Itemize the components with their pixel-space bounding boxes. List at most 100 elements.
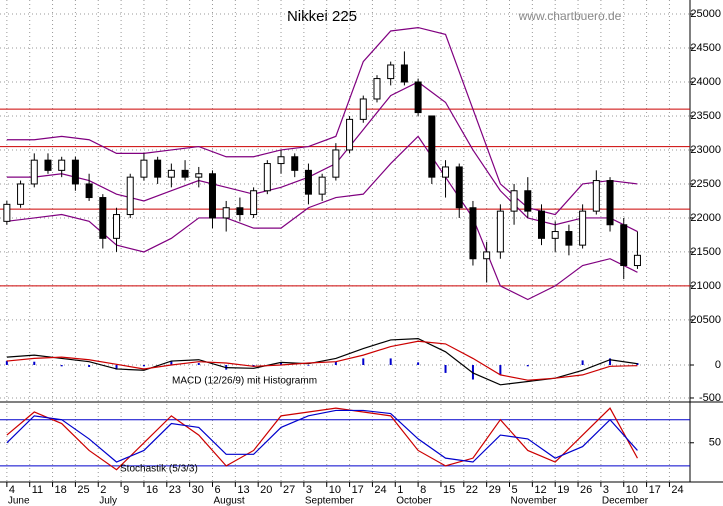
- candle-body: [195, 173, 203, 178]
- macd-histogram-bar: [5, 361, 8, 366]
- macd-histogram-bar: [389, 358, 392, 366]
- month-label: July: [99, 496, 117, 506]
- candle-body: [387, 64, 395, 80]
- month-label: September: [305, 496, 355, 506]
- x-tick-label: 22: [466, 484, 478, 496]
- macd-histogram-bar: [142, 365, 145, 367]
- chart-title: Nikkei 225: [287, 8, 357, 25]
- candle-body: [263, 163, 271, 192]
- candle-body: [579, 210, 587, 246]
- candle-body: [428, 115, 436, 178]
- macd-histogram-bar: [444, 365, 447, 373]
- candle-body: [537, 210, 545, 239]
- candle-body: [400, 64, 408, 83]
- candle-body: [85, 183, 93, 199]
- x-tick-label: 25: [77, 484, 89, 496]
- y-tick-label: 20500: [690, 314, 721, 326]
- macd-histogram-bar: [499, 365, 502, 375]
- candle-body: [455, 166, 463, 209]
- x-tick-label: 5: [512, 484, 518, 496]
- x-tick-label: 23: [169, 484, 181, 496]
- x-tick-label: 29: [489, 484, 501, 496]
- y-tick-label: 25000: [690, 8, 721, 20]
- x-tick-label: 17: [352, 484, 364, 496]
- macd-histogram-bar: [170, 361, 173, 366]
- candle-body: [167, 169, 175, 178]
- x-tick-label: 16: [146, 484, 158, 496]
- month-label: October: [396, 496, 432, 506]
- candle-body: [442, 166, 450, 178]
- x-tick-label: 3: [603, 484, 609, 496]
- candle-body: [126, 176, 134, 216]
- macd-histogram-bar: [609, 358, 612, 366]
- x-tick-label: 15: [443, 484, 455, 496]
- x-tick-label: 4: [9, 484, 15, 496]
- x-tick-label: 30: [192, 484, 204, 496]
- x-tick-label: 6: [214, 484, 220, 496]
- candle-body: [71, 159, 79, 185]
- x-tick-label: 10: [329, 484, 341, 496]
- y-tick-label: 0: [715, 359, 721, 371]
- candle-body: [318, 176, 326, 195]
- y-tick-label: 24500: [690, 42, 721, 54]
- candle-body: [154, 159, 162, 178]
- x-tick-label: 11: [32, 484, 43, 496]
- macd-histogram-bar: [417, 362, 420, 366]
- candle-body: [633, 254, 641, 267]
- candle-body: [58, 159, 66, 171]
- candle-body: [222, 207, 230, 219]
- macd-label: MACD (12/26/9) mit Histogramm: [172, 376, 317, 387]
- candle-body: [181, 169, 189, 178]
- candle-body: [250, 190, 258, 216]
- candle-body: [208, 173, 216, 219]
- x-tick-label: 1: [397, 484, 403, 496]
- y-tick-label: 21000: [690, 280, 721, 292]
- candle-body: [469, 207, 477, 260]
- candle-body: [592, 180, 600, 212]
- macd-histogram-bar: [334, 361, 337, 366]
- x-tick-label: 13: [237, 484, 249, 496]
- candle-body: [30, 159, 38, 185]
- stochastic-k: [6, 407, 638, 471]
- x-tick-label: 26: [580, 484, 592, 496]
- macd-histogram-bar: [60, 365, 63, 367]
- candle-body: [236, 207, 244, 216]
- candle-body: [277, 156, 285, 165]
- x-tick-label: 8: [420, 484, 426, 496]
- candle-body: [510, 190, 518, 212]
- y-tick-label: 50: [709, 437, 721, 449]
- candle-body: [606, 180, 614, 226]
- bollinger-lower: [6, 135, 638, 301]
- source: www.chartbuero.de: [518, 9, 622, 23]
- month-label: December: [602, 496, 649, 506]
- y-tick-label: 23000: [690, 144, 721, 156]
- macd-histogram-bar: [280, 362, 283, 366]
- candle-body: [113, 214, 121, 239]
- month-label: November: [511, 496, 558, 506]
- candle-body: [346, 118, 354, 151]
- candle-body: [620, 224, 628, 267]
- macd-histogram-bar: [307, 365, 310, 366]
- x-tick-label: 18: [55, 484, 67, 496]
- candle-body: [3, 203, 11, 222]
- macd-histogram-bar: [33, 361, 36, 366]
- y-tick-label: 23500: [690, 110, 721, 122]
- macd-histogram-bar: [636, 363, 639, 366]
- macd-histogram-bar: [362, 358, 365, 366]
- macd-histogram-bar: [526, 365, 529, 367]
- candle-body: [332, 149, 340, 178]
- month-label: August: [213, 496, 244, 506]
- x-tick-label: 19: [557, 484, 569, 496]
- month-label: June: [8, 496, 30, 506]
- x-tick-label: 17: [649, 484, 661, 496]
- x-tick-label: 24: [374, 484, 386, 496]
- macd-histogram-bar: [197, 363, 200, 366]
- x-tick-label: 10: [626, 484, 638, 496]
- x-tick-label: 24: [671, 484, 683, 496]
- candle-body: [565, 231, 573, 246]
- macd-histogram-bar: [581, 360, 584, 366]
- macd-line: [6, 338, 638, 386]
- y-tick-label: 22500: [690, 178, 721, 190]
